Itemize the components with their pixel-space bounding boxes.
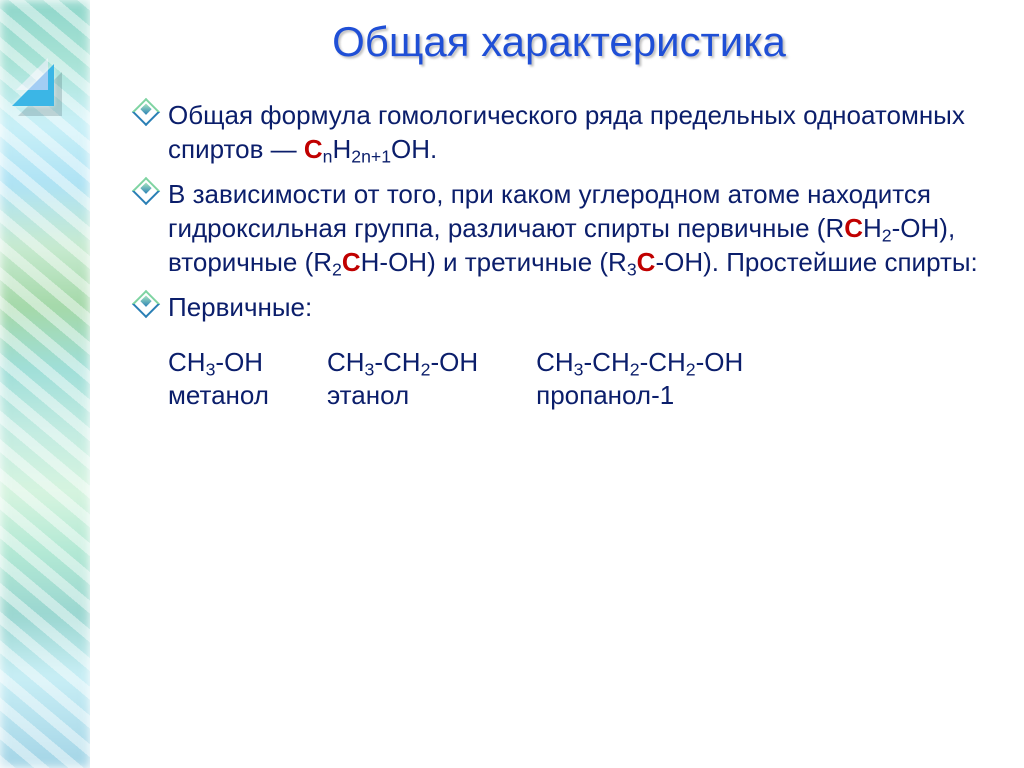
text-fragment: -ОН xyxy=(430,347,478,377)
formula: СН3-ОН xyxy=(168,347,263,377)
text-fragment: Н-ОН) и третичные (R xyxy=(361,247,627,277)
accent-letter: С xyxy=(637,247,656,277)
formula: СН3-СН2-СН2-ОН xyxy=(536,347,743,377)
compound-name: метанол xyxy=(168,379,269,412)
subscript: 2 xyxy=(332,260,342,280)
compound-name: этанол xyxy=(327,379,478,412)
text-fragment: СН xyxy=(168,347,206,377)
text-fragment: В зависимости от того, при каком углерод… xyxy=(168,179,931,243)
bullet-icon xyxy=(132,176,160,204)
accent-letter: С xyxy=(304,134,323,164)
text-fragment: Н xyxy=(332,134,351,164)
bullet-1-text: Общая формула гомологического ряда преде… xyxy=(168,100,965,164)
example-ethanol: СН3-СН2-ОН этанол xyxy=(327,346,478,413)
subscript: 3 xyxy=(365,359,375,379)
subscript: 3 xyxy=(574,359,584,379)
side-decoration xyxy=(0,0,90,768)
subscript: 3 xyxy=(627,260,637,280)
subscript: 2 xyxy=(630,359,640,379)
text-fragment: Общая формула гомологического ряда преде… xyxy=(168,100,965,164)
bullet-item-1: Общая формула гомологического ряда преде… xyxy=(134,98,984,167)
text-fragment: СН xyxy=(536,347,574,377)
formula: СН3-СН2-ОН xyxy=(327,347,478,377)
bullet-icon xyxy=(132,98,160,126)
text-fragment: -СН xyxy=(374,347,420,377)
text-fragment: -СН xyxy=(640,347,686,377)
examples-row: СН3-ОН метанол СН3-СН2-ОН этанол СН3-СН2… xyxy=(168,346,984,413)
slide: Общая характеристика Общая формула гомол… xyxy=(0,0,1024,768)
subscript: 2 xyxy=(686,359,696,379)
bullet-item-3: Первичные: xyxy=(134,290,984,324)
bullet-icon xyxy=(132,289,160,317)
content-area: Общая характеристика Общая формула гомол… xyxy=(90,0,1024,768)
text-fragment: ОН xyxy=(391,134,430,164)
accent-letter: С xyxy=(844,213,863,243)
compound-name: пропанол-1 xyxy=(536,379,743,412)
bullet-2-text: В зависимости от того, при каком углерод… xyxy=(168,179,978,278)
text-fragment: . xyxy=(430,134,437,164)
text-fragment: -СН xyxy=(584,347,630,377)
text-fragment: -ОН xyxy=(696,347,744,377)
bullet-3-text: Первичные: xyxy=(168,292,312,322)
text-fragment: -ОН xyxy=(215,347,263,377)
bullet-list: Общая формула гомологического ряда преде… xyxy=(134,98,984,324)
text-fragment: СН xyxy=(327,347,365,377)
example-propanol: СН3-СН2-СН2-ОН пропанол-1 xyxy=(536,346,743,413)
triangle-overlay-icon xyxy=(16,26,48,90)
subscript: 2 xyxy=(882,225,892,245)
slide-title: Общая характеристика xyxy=(134,18,984,66)
text-fragment: Н xyxy=(863,213,882,243)
subscript: 2 xyxy=(421,359,431,379)
bullet-item-2: В зависимости от того, при каком углерод… xyxy=(134,177,984,280)
subscript: 2n+1 xyxy=(351,147,391,167)
text-fragment: -ОН). Простейшие спирты: xyxy=(655,247,977,277)
example-methanol: СН3-ОН метанол xyxy=(168,346,269,413)
accent-letter: С xyxy=(342,247,361,277)
subscript: 3 xyxy=(206,359,216,379)
subscript: n xyxy=(323,147,333,167)
